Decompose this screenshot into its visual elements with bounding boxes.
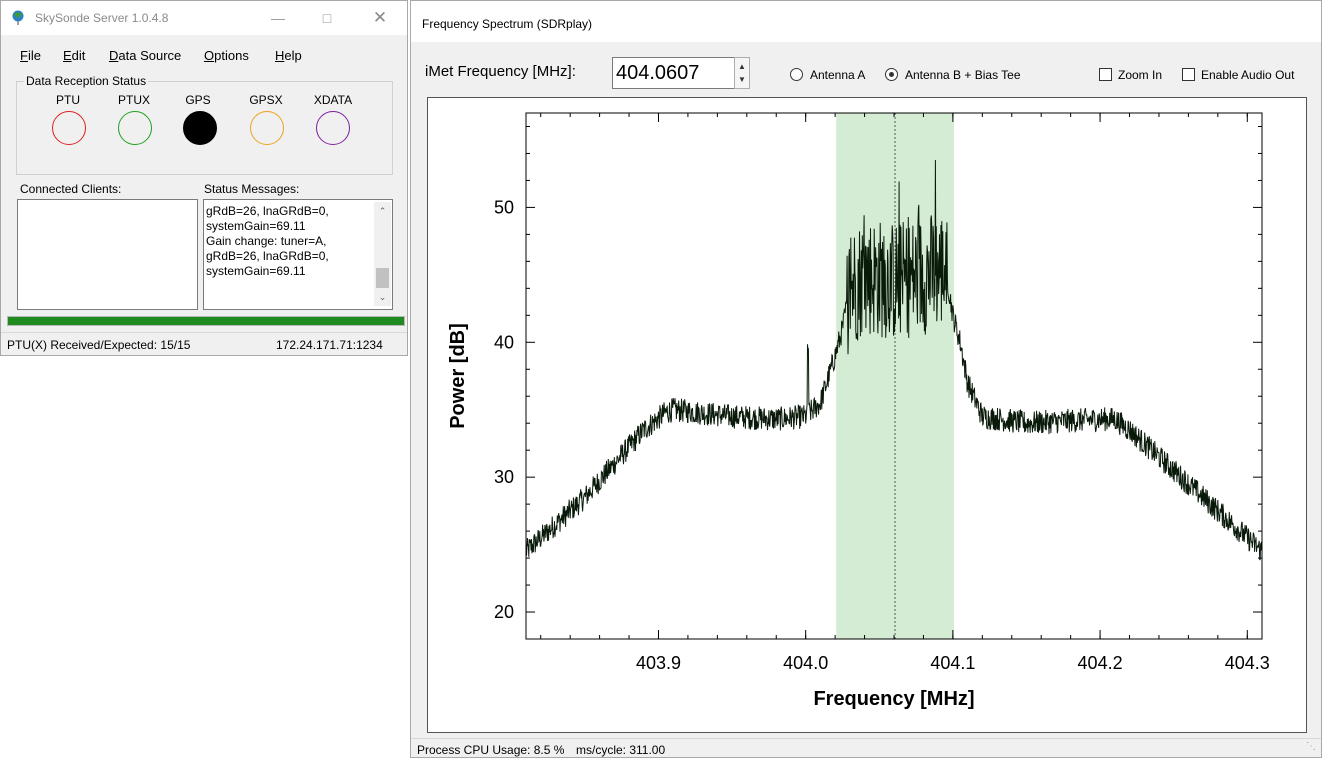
signal-band-highlight (836, 113, 954, 639)
left-window-title: SkySonde Server 1.0.4.8 (35, 11, 169, 25)
imet-frequency-input[interactable]: 404.0607 (612, 57, 735, 89)
status-messages-label: Status Messages: (204, 182, 300, 196)
gpsx-indicator (250, 111, 284, 145)
right-status-bar: Process CPU Usage: 8.5 % ms/cycle: 311.0… (411, 738, 1321, 758)
menu-data-source[interactable]: Data Source (109, 48, 182, 63)
server-address-text: 172.24.171.71:1234 (276, 338, 383, 352)
x-tick-label: 404.3 (1225, 653, 1270, 673)
enable-audio-checkbox[interactable] (1182, 68, 1195, 81)
antenna-a-radio[interactable] (790, 68, 803, 81)
ptu-label: PTU (56, 93, 80, 107)
spectrum-chart: 403.9 404.0 404.1 404.2 404.3 20 30 40 50 Frequen… (447, 112, 1270, 710)
right-title-bar[interactable]: Frequency Spectrum (SDRplay) (411, 1, 1321, 42)
received-expected-text: PTU(X) Received/Expected: 15/15 (7, 338, 191, 352)
enable-audio-label[interactable]: Enable Audio Out (1201, 68, 1295, 82)
reception-progress-bar (7, 316, 405, 326)
status-line: gRdB=26, lnaGRdB=0, (206, 249, 329, 263)
close-icon[interactable]: ✕ (372, 8, 388, 27)
data-reception-groupbox (16, 81, 393, 175)
data-reception-label: Data Reception Status (24, 74, 149, 88)
status-line: Gain change: tuner=A, (206, 234, 327, 248)
left-title-bar[interactable]: SkySonde Server 1.0.4.8 — □ ✕ (1, 1, 407, 35)
y-tick-label: 40 (494, 332, 514, 352)
ptux-label: PTUX (117, 93, 150, 107)
connected-clients-label: Connected Clients: (20, 182, 122, 196)
minimize-icon[interactable]: — (271, 10, 285, 26)
status-messages-text: gRdB=26, lnaGRdB=0, systemGain=69.11 Gai… (206, 204, 374, 279)
scroll-down-icon[interactable]: ⌄ (378, 292, 387, 302)
xdata-label: XDATA (313, 93, 353, 107)
y-tick-label: 50 (494, 197, 514, 217)
balloon-app-icon (12, 10, 24, 25)
maximize-icon[interactable]: □ (322, 10, 332, 26)
xdata-indicator (316, 111, 350, 145)
status-line: systemGain=69.11 (206, 264, 306, 278)
ptu-indicator (52, 111, 86, 145)
imet-frequency-label: iMet Frequency [MHz]: (425, 63, 576, 80)
spin-up-icon[interactable]: ▲ (738, 62, 746, 71)
zoom-in-checkbox[interactable] (1099, 68, 1112, 81)
scroll-thumb[interactable] (376, 268, 389, 288)
progress-fill (8, 317, 404, 325)
x-tick-label: 403.9 (636, 653, 681, 673)
ptux-indicator (118, 111, 152, 145)
menu-bar: File Edit Data Source Options Help (1, 41, 407, 63)
menu-edit[interactable]: Edit (63, 48, 86, 63)
x-tick-label: 404.1 (930, 653, 975, 673)
spectrum-trace (525, 159, 1263, 561)
frequency-spectrum-window: Frequency Spectrum (SDRplay) iMet Freque… (410, 0, 1322, 758)
antenna-a-label[interactable]: Antenna A (810, 68, 866, 82)
spectrum-window-title: Frequency Spectrum (SDRplay) (422, 17, 593, 31)
x-tick-label: 404.0 (783, 653, 828, 673)
status-line: systemGain=69.11 (206, 219, 306, 233)
menu-help[interactable]: Help (275, 48, 302, 63)
frequency-spinner[interactable]: ▲ ▼ (734, 57, 750, 89)
spectrum-plot-panel: 403.9 404.0 404.1 404.2 404.3 20 30 40 50 Frequen… (427, 97, 1307, 733)
y-tick-label: 30 (494, 467, 514, 487)
gps-indicator (183, 111, 217, 145)
zoom-in-label[interactable]: Zoom In (1118, 68, 1163, 82)
y-tick-label: 20 (494, 602, 514, 622)
menu-file[interactable]: File (20, 48, 41, 63)
ms-cycle-text: ms/cycle: 311.00 (576, 743, 666, 757)
gpsx-label: GPSX (249, 93, 283, 107)
cpu-usage-text: Process CPU Usage: 8.5 % (417, 743, 565, 757)
x-axis-label: Frequency [MHz] (813, 688, 974, 710)
spin-down-icon[interactable]: ▼ (738, 75, 746, 84)
gps-label: GPS (185, 93, 211, 107)
x-tick-label: 404.2 (1078, 653, 1123, 673)
resize-grip-icon[interactable]: ⋱ (1306, 741, 1316, 752)
connected-clients-list[interactable] (17, 199, 198, 310)
menu-options[interactable]: Options (204, 48, 249, 63)
status-scrollbar[interactable]: ⌃ ⌄ (374, 202, 391, 306)
scroll-up-icon[interactable]: ⌃ (378, 206, 387, 216)
skysonde-server-window: SkySonde Server 1.0.4.8 — □ ✕ File Edit … (0, 0, 408, 356)
antenna-b-radio[interactable] (885, 68, 898, 81)
antenna-b-label[interactable]: Antenna B + Bias Tee (905, 68, 1021, 82)
left-status-bar: PTU(X) Received/Expected: 15/15 172.24.1… (1, 332, 407, 356)
y-axis-label: Power [dB] (447, 323, 469, 429)
status-messages-box[interactable] (203, 199, 393, 310)
status-line: gRdB=26, lnaGRdB=0, (206, 204, 329, 218)
